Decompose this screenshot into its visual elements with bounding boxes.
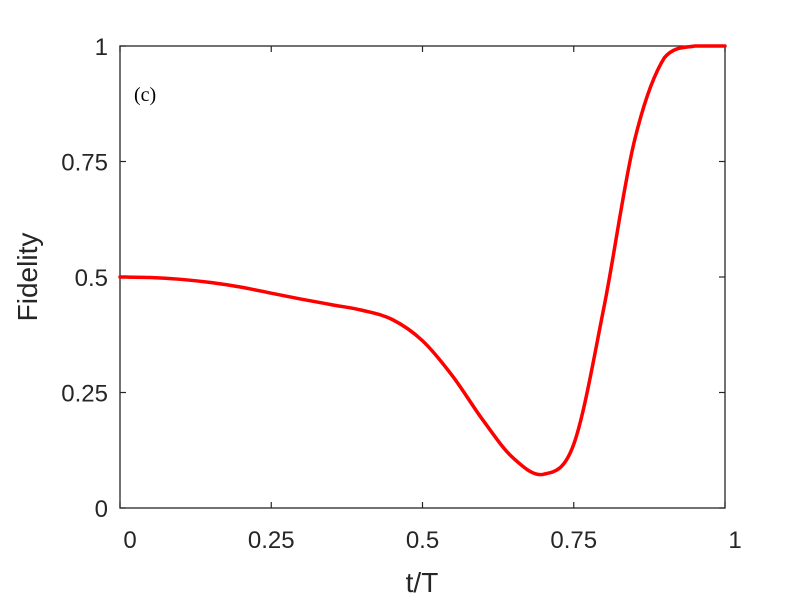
y-tick-label: 0 — [95, 496, 108, 523]
series-layer — [118, 44, 727, 477]
panel-label: (c) — [134, 84, 156, 106]
y-tick-label: 0.5 — [75, 265, 108, 292]
x-tick-label: 0 — [123, 527, 136, 554]
y-tick-label: 0.75 — [61, 150, 108, 177]
fidelity-series-line — [118, 44, 727, 477]
y-tick-label: 1 — [95, 34, 108, 61]
tick-labels: 0 0.25 0.5 0.75 1 0 0.25 0.5 0.75 1 — [61, 34, 741, 554]
axis-ticks — [119, 45, 726, 509]
plot-area — [119, 45, 726, 509]
y-axis-label: Fidelity — [12, 233, 43, 322]
y-tick-label: 0.25 — [61, 381, 108, 408]
x-axis-label: t/T — [406, 567, 439, 598]
x-tick-label: 0.75 — [550, 527, 597, 554]
x-tick-label: 1 — [728, 527, 741, 554]
x-tick-label: 0.25 — [248, 527, 295, 554]
x-tick-label: 0.5 — [406, 527, 439, 554]
